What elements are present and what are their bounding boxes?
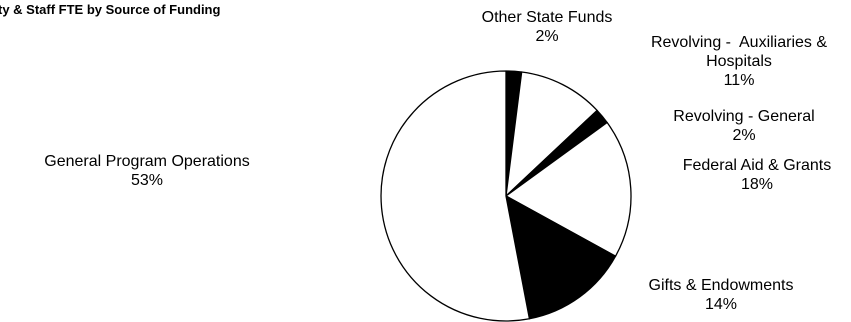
slice-value-label: 18% bbox=[741, 176, 773, 193]
slice-label-line: Other State Funds bbox=[482, 9, 613, 26]
pie-slice-general-program-operations bbox=[380, 70, 531, 322]
slice-label-general-program-operations: General Program Operations 53% bbox=[44, 153, 249, 189]
slice-label-line: Revolving - General bbox=[673, 108, 814, 125]
slice-label-line: General Program Operations bbox=[44, 153, 249, 170]
slice-label-line: Gifts & Endowments bbox=[649, 277, 794, 294]
slice-value-label: 11% bbox=[724, 72, 755, 89]
slice-value-label: 14% bbox=[705, 296, 737, 313]
slice-label-revolving-auxiliaries-and-hospitals: Revolving - Auxiliaries & Hospitals 11% bbox=[651, 34, 827, 89]
chart-title: ty & Staff FTE by Source of Funding bbox=[0, 2, 221, 17]
pie-slice-federal-aid-and-grants bbox=[505, 121, 632, 257]
slice-label-gifts-and-endowments: Gifts & Endowments 14% bbox=[649, 277, 794, 313]
slice-label-federal-aid-and-grants: Federal Aid & Grants 18% bbox=[683, 157, 832, 193]
pie-slice-gifts-and-endowments bbox=[505, 195, 617, 320]
slice-label-revolving-general: Revolving - General 2% bbox=[673, 108, 814, 144]
slice-label-other-state-funds: Other State Funds 2% bbox=[482, 9, 613, 45]
pie-slices bbox=[380, 70, 632, 322]
slice-label-line: Federal Aid & Grants bbox=[683, 157, 832, 174]
slice-value-label: 2% bbox=[732, 127, 755, 144]
slice-value-label: 2% bbox=[535, 28, 558, 45]
pie-slice-revolving-auxiliaries-and-hospitals bbox=[505, 71, 598, 197]
slice-label-line: Hospitals bbox=[706, 53, 772, 70]
slice-value-label: 53% bbox=[131, 172, 163, 189]
pie-labels: Other State Funds 2% Revolving - Auxiliari… bbox=[44, 9, 831, 313]
slice-label-line: Revolving - Auxiliaries & bbox=[651, 34, 827, 51]
